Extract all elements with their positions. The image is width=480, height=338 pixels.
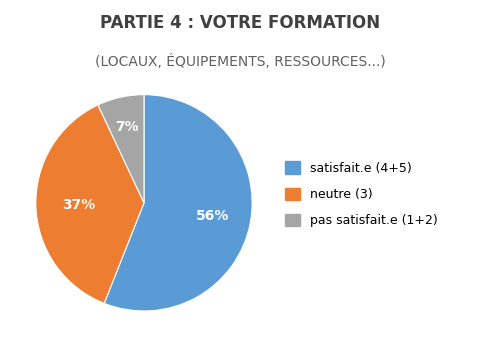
Text: 7%: 7%	[115, 120, 139, 134]
Legend: satisfait.e (4+5), neutre (3), pas satisfait.e (1+2): satisfait.e (4+5), neutre (3), pas satis…	[285, 162, 437, 227]
Wedge shape	[98, 95, 144, 203]
Text: 37%: 37%	[62, 198, 96, 212]
Wedge shape	[104, 95, 252, 311]
Text: 56%: 56%	[196, 209, 230, 223]
Text: PARTIE 4 : VOTRE FORMATION: PARTIE 4 : VOTRE FORMATION	[100, 14, 380, 31]
Text: (LOCAUX, ÉQUIPEMENTS, RESSOURCES...): (LOCAUX, ÉQUIPEMENTS, RESSOURCES...)	[95, 54, 385, 69]
Wedge shape	[36, 105, 144, 304]
